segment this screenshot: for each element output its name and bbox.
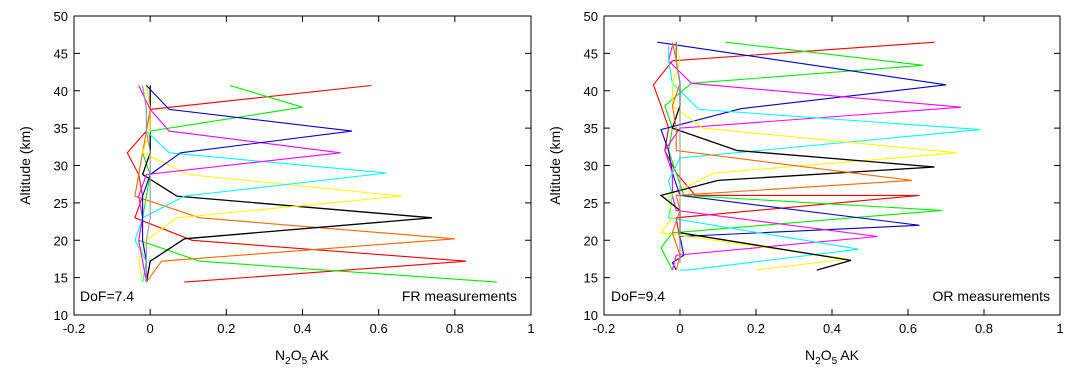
annotation-measurement-type: OR measurements	[933, 288, 1050, 304]
y-tick-label: 40	[584, 84, 598, 99]
annotation-dof: DoF=9.4	[611, 288, 665, 304]
x-tick-label: 0.2	[747, 321, 765, 336]
x-tick-label: 0.2	[217, 321, 235, 336]
tick-group: -0.2 0 0.2 0.4 0.6 0.8 1 10 15 20 25 30 35 40 45 50	[54, 9, 535, 336]
x-tick-label: 1	[527, 321, 534, 336]
series-line-3	[657, 41, 947, 271]
y-tick-label: 35	[54, 121, 68, 136]
series-line-2	[138, 84, 497, 283]
y-tick-label: 40	[54, 84, 68, 99]
y-tick-label: 15	[584, 271, 598, 286]
x-axis-label: N2O5 AK	[275, 347, 330, 367]
x-label-o: O	[291, 347, 302, 363]
x-label-sub-5: 5	[832, 356, 838, 367]
chart-panel-fr: -0.2 0 0.2 0.4 0.6 0.8 1 10 15 20 25 30 35 40 45 50 DoF…	[17, 9, 535, 367]
y-tick-label: 45	[584, 46, 598, 61]
x-label-ak: AK	[307, 347, 329, 363]
series-group	[652, 41, 981, 271]
x-tick-label: 0.6	[899, 321, 917, 336]
annotation-measurement-type: FR measurements	[402, 288, 517, 304]
y-tick-label: 10	[584, 308, 598, 323]
x-tick-label: 0	[676, 321, 683, 336]
series-line-4	[664, 45, 962, 271]
x-tick-label: -0.2	[63, 321, 85, 336]
x-tick-label: 0.8	[975, 321, 993, 336]
x-label-n: N	[805, 347, 815, 363]
series-line-1	[126, 84, 467, 283]
chart-panel-or: -0.2 0 0.2 0.4 0.6 0.8 1 10 15 20 25 30 35 40 45 50 DoF…	[547, 9, 1064, 367]
x-label-sub-5: 5	[302, 356, 308, 367]
series-line-3	[134, 85, 455, 283]
x-axis-label: N2O5 AK	[805, 347, 860, 367]
series-group	[126, 84, 497, 283]
x-label-ak: AK	[837, 347, 859, 363]
x-tick-label: 1	[1056, 321, 1063, 336]
series-line-5	[138, 85, 402, 283]
x-tick-label: 0.4	[293, 321, 311, 336]
x-tick-label: 0	[147, 321, 154, 336]
x-tick-label: 0.4	[823, 321, 841, 336]
x-tick-label: 0.8	[446, 321, 464, 336]
tick-group: -0.2 0 0.2 0.4 0.6 0.8 1 10 15 20 25 30 35 40 45 50	[584, 9, 1064, 336]
y-tick-label: 35	[584, 121, 598, 136]
y-tick-label: 45	[54, 46, 68, 61]
y-axis-label: Altitude (km)	[17, 126, 33, 205]
y-tick-label: 30	[584, 159, 598, 174]
y-tick-label: 25	[54, 196, 68, 211]
series-line-8	[142, 85, 353, 283]
y-tick-label: 25	[584, 196, 598, 211]
y-tick-label: 50	[54, 9, 68, 24]
y-axis-label: Altitude (km)	[547, 126, 563, 205]
x-tick-label: -0.2	[593, 321, 615, 336]
x-label-n: N	[275, 347, 285, 363]
y-tick-label: 20	[54, 233, 68, 248]
series-line-6	[659, 42, 958, 271]
x-label-sub-2: 2	[815, 356, 821, 367]
y-tick-label: 15	[54, 271, 68, 286]
y-tick-label: 50	[584, 9, 598, 24]
y-tick-label: 10	[54, 308, 68, 323]
series-line-9	[142, 85, 151, 283]
series-line-2	[660, 41, 943, 271]
y-tick-label: 30	[54, 159, 68, 174]
series-line-7	[138, 85, 341, 283]
series-line-9	[675, 42, 681, 263]
x-label-o: O	[821, 347, 832, 363]
annotation-dof: DoF=7.4	[80, 288, 134, 304]
x-label-sub-2: 2	[285, 356, 291, 367]
series-line-5	[667, 45, 981, 271]
x-tick-label: 0.6	[370, 321, 388, 336]
y-tick-label: 20	[584, 233, 598, 248]
